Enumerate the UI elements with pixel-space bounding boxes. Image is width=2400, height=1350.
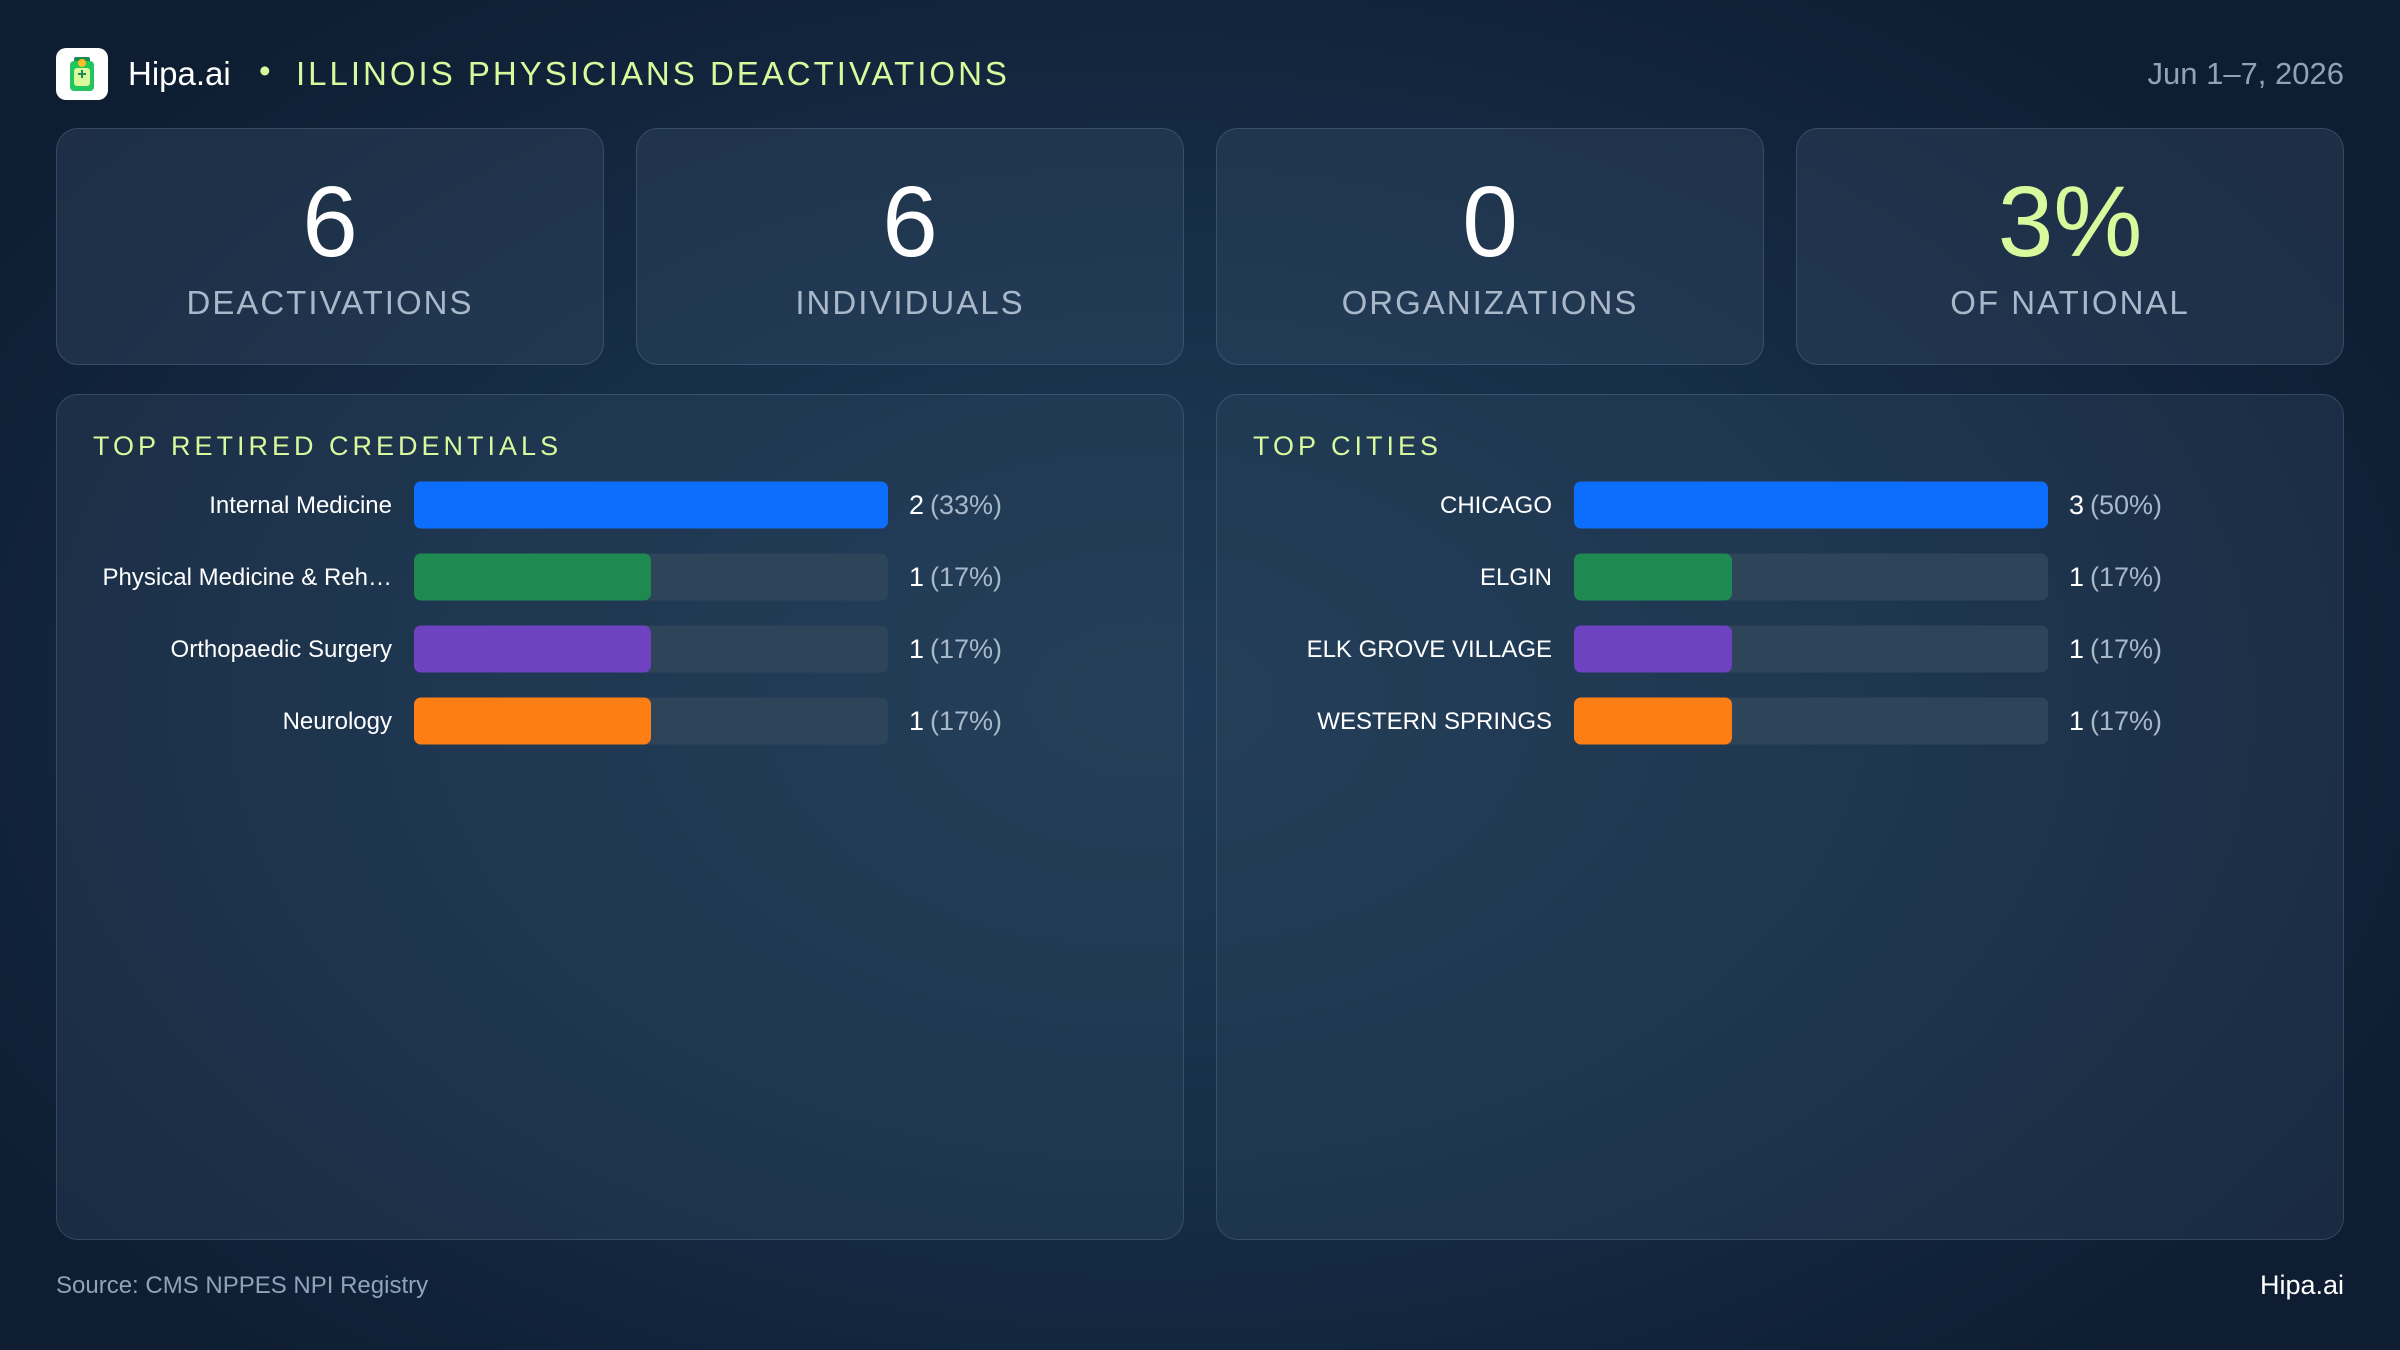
category-label: CHICAGO [1440,492,1552,519]
bar [414,553,651,601]
category-label: Internal Medicine [209,492,392,519]
value-label: 1 (17%) [2069,634,2162,664]
clipboard-cup-icon [56,48,108,100]
bar-row: CHICAGO 3 (50%) [1440,481,2162,529]
bar-row: ELGIN 1 (17%) [1480,553,2162,601]
cities-panel: TOP CITIES CHICAGO 3 (50%) ELGIN 1 (17%) ELK G… [1216,394,2344,1240]
brand-name: Hipa.ai [128,55,231,92]
bar [414,697,651,745]
bar-row: Neurology 1 (17%) [283,697,1002,745]
value-label: 1 (17%) [909,634,1002,664]
category-label: Physical Medicine & Reh… [103,564,392,591]
bar [1574,697,1732,745]
value-label: 3 (50%) [2069,490,2162,520]
bar-row: Internal Medicine 2 (33%) [209,481,1002,529]
category-label: Orthopaedic Surgery [171,636,392,663]
bar-row: ELK GROVE VILLAGE 1 (17%) [1307,625,2162,673]
bar [1574,553,1732,601]
panel-title: TOP RETIRED CREDENTIALS [93,431,563,461]
source-note: Source: CMS NPPES NPI Registry [56,1272,429,1299]
header: Hipa.ai • ILLINOIS PHYSICIANS DEACTIVATI… [56,46,2344,102]
bar-row: WESTERN SPRINGS 1 (17%) [1317,697,2162,745]
kpi-label: ORGANIZATIONS [1341,284,1639,321]
bar [414,625,651,673]
value-label: 2 (33%) [909,490,1002,520]
bar [414,481,888,529]
credentials-bar-chart: Internal Medicine 2 (33%) Physical Medicine… [103,481,1002,745]
kpi-card-organizations: 0 ORGANIZATIONS [1216,128,1764,365]
bar-row: Orthopaedic Surgery 1 (17%) [171,625,1002,673]
kpi-value: 0 [1462,166,1518,278]
panel-title: TOP CITIES [1253,431,1443,461]
kpi-card-individuals: 6 INDIVIDUALS [636,128,1184,365]
kpi-card-national-share: 3% OF NATIONAL [1796,128,2344,365]
value-label: 1 (17%) [909,706,1002,736]
cities-bar-chart: CHICAGO 3 (50%)ELGIN 1 (17%)ELK GROVE VILLAG… [1307,481,2162,745]
category-label: Neurology [283,708,392,735]
date-range: Jun 1–7, 2026 [2147,56,2344,91]
title-separator: • [259,52,271,89]
bar [1574,481,2048,529]
category-label: WESTERN SPRINGS [1317,708,1552,735]
kpi-label: INDIVIDUALS [795,284,1025,321]
page-title: ILLINOIS PHYSICIANS DEACTIVATIONS [296,55,1010,92]
kpi-value: 6 [882,166,938,278]
kpi-label: OF NATIONAL [1950,284,2190,321]
kpi-label: DEACTIVATIONS [186,284,474,321]
kpi-value: 6 [302,166,358,278]
bar-row: Physical Medicine & Reh… 1 (17%) [103,553,1002,601]
credentials-panel: TOP RETIRED CREDENTIALS Internal Medicin… [56,394,1184,1240]
kpi-value: 3% [1997,166,2143,278]
value-label: 1 (17%) [2069,706,2162,736]
footer-brand: Hipa.ai [2259,1270,2344,1300]
value-label: 1 (17%) [2069,562,2162,592]
category-label: ELK GROVE VILLAGE [1307,636,1552,663]
bar [1574,625,1732,673]
value-label: 1 (17%) [909,562,1002,592]
kpi-card-deactivations: 6 DEACTIVATIONS [56,128,604,365]
category-label: ELGIN [1480,564,1552,591]
